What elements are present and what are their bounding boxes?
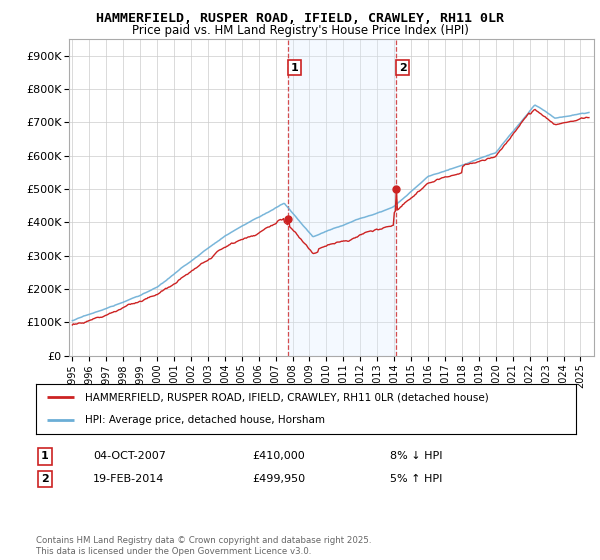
Text: Contains HM Land Registry data © Crown copyright and database right 2025.
This d: Contains HM Land Registry data © Crown c… [36,536,371,556]
Text: 04-OCT-2007: 04-OCT-2007 [93,451,166,461]
Text: HAMMERFIELD, RUSPER ROAD, IFIELD, CRAWLEY, RH11 0LR (detached house): HAMMERFIELD, RUSPER ROAD, IFIELD, CRAWLE… [85,392,488,402]
Text: Price paid vs. HM Land Registry's House Price Index (HPI): Price paid vs. HM Land Registry's House … [131,24,469,36]
Text: 19-FEB-2014: 19-FEB-2014 [93,474,164,484]
Text: HPI: Average price, detached house, Horsham: HPI: Average price, detached house, Hors… [85,416,325,426]
Text: 2: 2 [399,63,406,73]
Text: HAMMERFIELD, RUSPER ROAD, IFIELD, CRAWLEY, RH11 0LR: HAMMERFIELD, RUSPER ROAD, IFIELD, CRAWLE… [96,12,504,25]
Text: 1: 1 [291,63,299,73]
Text: 1: 1 [41,451,49,461]
Text: 8% ↓ HPI: 8% ↓ HPI [390,451,443,461]
Text: 5% ↑ HPI: 5% ↑ HPI [390,474,442,484]
Text: £410,000: £410,000 [252,451,305,461]
Text: £499,950: £499,950 [252,474,305,484]
Bar [289,39,396,356]
Text: 2: 2 [41,474,49,484]
